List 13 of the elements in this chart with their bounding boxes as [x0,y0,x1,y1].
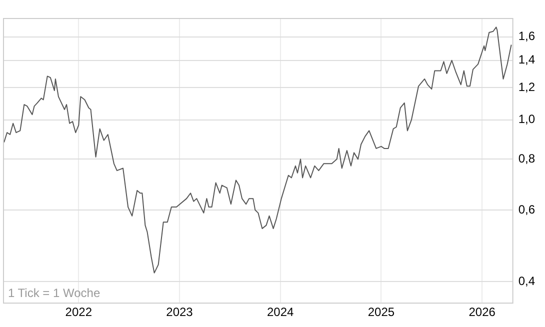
y-tick-label: 1,0 [518,112,536,126]
x-tick-label: 2026 [468,305,496,320]
y-tick-label: 1,2 [518,80,536,94]
x-tick-label: 2025 [368,305,395,320]
x-tick-label: 2022 [65,305,92,320]
x-tick-label: 2023 [166,305,194,320]
y-tick-label: 1,4 [518,52,536,67]
y-tick-label: 0,6 [518,202,536,216]
y-tick-label: 0,4 [518,274,536,288]
x-tick-label: 2024 [267,305,294,320]
y-tick-label: 0,8 [518,151,536,166]
y-tick-label: 1,6 [518,29,536,44]
annotation: 1 Tick = 1 Woche [8,286,100,300]
